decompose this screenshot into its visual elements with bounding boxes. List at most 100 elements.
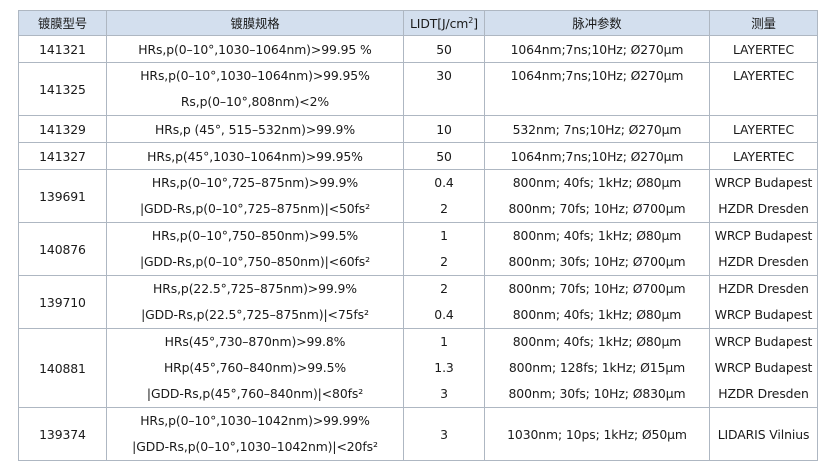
- measurement-cell: WRCP Budapest HZDR Dresden: [709, 169, 818, 223]
- lidt-value: 0.4: [434, 175, 454, 190]
- pulse-params-line: 800nm; 70fs; 10Hz; Ø700µm: [508, 281, 686, 296]
- measurement-cell: LIDARIS Vilnius: [709, 407, 818, 461]
- lidt-cell: 10: [403, 115, 485, 143]
- header-lidt-sup: 2: [468, 15, 474, 25]
- lidt-value: 50: [436, 41, 452, 57]
- measurement-line: LAYERTEC: [732, 68, 795, 83]
- coating-id-cell: 141321: [18, 35, 107, 63]
- coating-id: 140881: [39, 360, 86, 376]
- pulse-params-cell: 800nm; 40fs; 1kHz; Ø80µm 800nm; 30fs; 10H…: [484, 222, 710, 276]
- coating-spec-cell: HRs,p(0–10°,750–850nm)>99.5% |GDD-Rs,p(0–…: [106, 222, 404, 276]
- coating-spec-line: |GDD-Rs,p(0–10°,750–850nm)|<60fs²: [139, 254, 371, 269]
- measurement-line: WRCP Budapest: [714, 228, 813, 243]
- header-lidt-close: ]: [473, 15, 479, 31]
- pulse-params-line: 800nm; 30fs; 10Hz; Ø830µm: [508, 386, 686, 401]
- lidt-value: 2: [440, 281, 448, 296]
- pulse-params-cell: 1064nm;7ns;10Hz; Ø270µm: [484, 35, 710, 63]
- measurement-line: LIDARIS Vilnius: [717, 426, 810, 442]
- coating-spec-cell: HRs(45°,730–870nm)>99.8% HRp(45°,760–840n…: [106, 328, 404, 408]
- coating-id: 139691: [39, 188, 86, 204]
- coating-id: 141329: [39, 121, 86, 137]
- table-row: 141325 HRs,p(0–10°,1030–1064nm)>99.95% Rs,…: [18, 62, 818, 116]
- lidt-value: 1: [440, 228, 448, 243]
- lidt-value: 3: [440, 426, 448, 442]
- pulse-params-cell: 1064nm;7ns;10Hz; Ø270µm: [484, 142, 710, 170]
- coating-spec-line: Rs,p(0–10°,808nm)<2%: [180, 94, 330, 109]
- measurement-line: HZDR Dresden: [718, 281, 809, 296]
- coating-id-cell: 141325: [18, 62, 107, 116]
- pulse-params-line: 800nm; 40fs; 1kHz; Ø80µm: [512, 175, 682, 190]
- pulse-params-line: 532nm; 7ns;10Hz; Ø270µm: [512, 121, 682, 137]
- measurement-line: [711, 89, 817, 115]
- pulse-params-line: 800nm; 40fs; 1kHz; Ø80µm: [512, 228, 682, 243]
- pulse-params-cell: 532nm; 7ns;10Hz; Ø270µm: [484, 115, 710, 143]
- lidt-value: 10: [436, 121, 452, 137]
- coating-spec-line: |GDD-Rs,p(0–10°,725–875nm)|<50fs²: [139, 201, 371, 216]
- lidt-cell: 3: [403, 407, 485, 461]
- lidt-cell: 2 0.4: [403, 275, 485, 329]
- header-pulse-params: 脉冲参数: [484, 10, 710, 36]
- coating-id: 139374: [39, 426, 86, 442]
- pulse-params-line: 1064nm;7ns;10Hz; Ø270µm: [510, 41, 684, 57]
- table-header-row: 镀膜型号 镀膜规格 LIDT[J/cm2] 脉冲参数 测量: [18, 10, 818, 36]
- pulse-params-line: 800nm; 70fs; 10Hz; Ø700µm: [508, 201, 686, 216]
- pulse-params-cell: 800nm; 40fs; 1kHz; Ø80µm 800nm; 70fs; 10H…: [484, 169, 710, 223]
- coating-id: 141325: [39, 81, 86, 97]
- lidt-value: 2: [440, 254, 448, 269]
- measurement-line: HZDR Dresden: [718, 386, 809, 401]
- pulse-params-line: [486, 89, 709, 115]
- pulse-params-line: 800nm; 30fs; 10Hz; Ø700µm: [508, 254, 686, 269]
- header-lidt-text: LIDT[J/cm: [409, 15, 469, 31]
- coating-spec-cell: HRs,p(0–10°,1030–1042nm)>99.99% |GDD-Rs,p…: [106, 407, 404, 461]
- coating-spec-cell: HRs,p(22.5°,725–875nm)>99.9% |GDD-Rs,p(22…: [106, 275, 404, 329]
- lidt-value: 30: [436, 68, 452, 83]
- table-row: 140881 HRs(45°,730–870nm)>99.8% HRp(45°,76…: [18, 328, 818, 408]
- table-row: 141329 HRs,p (45°, 515–532nm)>99.9% 10 532n…: [18, 115, 818, 143]
- coating-spec-cell: HRs,p(0–10°,1030–1064nm)>99.95% Rs,p(0–10…: [106, 62, 404, 116]
- coating-spec-cell: HRs,p (45°, 515–532nm)>99.9%: [106, 115, 404, 143]
- measurement-line: HZDR Dresden: [718, 254, 809, 269]
- lidt-cell: 50: [403, 142, 485, 170]
- coating-spec-line: HRs,p(0–10°,1030–1064nm)>99.95%: [140, 68, 370, 83]
- lidt-cell: 0.4 2: [403, 169, 485, 223]
- coating-id-cell: 140881: [18, 328, 107, 408]
- lidt-cell: 1 1.3 3: [403, 328, 485, 408]
- coating-id-cell: 139691: [18, 169, 107, 223]
- lidt-value: 0.4: [434, 307, 454, 322]
- table-row: 139691 HRs,p(0–10°,725–875nm)>99.9% |GDD-R…: [18, 169, 818, 223]
- measurement-line: WRCP Budapest: [714, 360, 813, 375]
- measurement-cell: WRCP Budapest WRCP Budapest HZDR Dresden: [709, 328, 818, 408]
- pulse-params-cell: 1064nm;7ns;10Hz; Ø270µm: [484, 62, 710, 116]
- coating-spec-line: HRs,p(0–10°,750–850nm)>99.5%: [151, 228, 359, 243]
- measurement-line: LAYERTEC: [732, 41, 795, 57]
- coating-spec-line: HRs,p(0–10°,725–875nm)>99.9%: [151, 175, 359, 190]
- coating-spec-line: HRp(45°,760–840nm)>99.5%: [163, 360, 347, 375]
- header-measurement: 测量: [709, 10, 818, 36]
- header-lidt: LIDT[J/cm2]: [403, 10, 485, 36]
- pulse-params-cell: 1030nm; 10ps; 1kHz; Ø50µm: [484, 407, 710, 461]
- lidt-value: 3: [440, 386, 448, 401]
- table-row: 141321 HRs,p(0–10°,1030–1064nm)>99.95 % 50…: [18, 35, 818, 63]
- lidt-cell: 50: [403, 35, 485, 63]
- pulse-params-cell: 800nm; 70fs; 10Hz; Ø700µm 800nm; 40fs; 1k…: [484, 275, 710, 329]
- measurement-line: WRCP Budapest: [714, 307, 813, 322]
- table-row: 141327 HRs,p(45°,1030–1064nm)>99.95% 50 106…: [18, 142, 818, 170]
- coating-id-cell: 141327: [18, 142, 107, 170]
- lidt-value: 2: [440, 201, 448, 216]
- measurement-line: LAYERTEC: [732, 148, 795, 164]
- coating-spec-line: HRs,p(45°,1030–1064nm)>99.95%: [147, 148, 363, 164]
- pulse-params-line: 800nm; 40fs; 1kHz; Ø80µm: [512, 334, 682, 349]
- measurement-line: WRCP Budapest: [714, 334, 813, 349]
- measurement-line: WRCP Budapest: [714, 175, 813, 190]
- coating-id: 140876: [39, 241, 86, 257]
- coating-spec-cell: HRs,p(0–10°,725–875nm)>99.9% |GDD-Rs,p(0–…: [106, 169, 404, 223]
- lidt-cell: 30: [403, 62, 485, 116]
- table-row: 139374 HRs,p(0–10°,1030–1042nm)>99.99% |GD…: [18, 407, 818, 461]
- coating-spec-cell: HRs,p(0–10°,1030–1064nm)>99.95 %: [106, 35, 404, 63]
- table-row: 139710 HRs,p(22.5°,725–875nm)>99.9% |GDD-R…: [18, 275, 818, 329]
- measurement-cell: LAYERTEC: [709, 115, 818, 143]
- coating-spec-line: HRs,p (45°, 515–532nm)>99.9%: [155, 121, 355, 137]
- table-row: 140876 HRs,p(0–10°,750–850nm)>99.5% |GDD-R…: [18, 222, 818, 276]
- measurement-cell: LAYERTEC: [709, 62, 818, 116]
- lidt-value: [405, 89, 484, 115]
